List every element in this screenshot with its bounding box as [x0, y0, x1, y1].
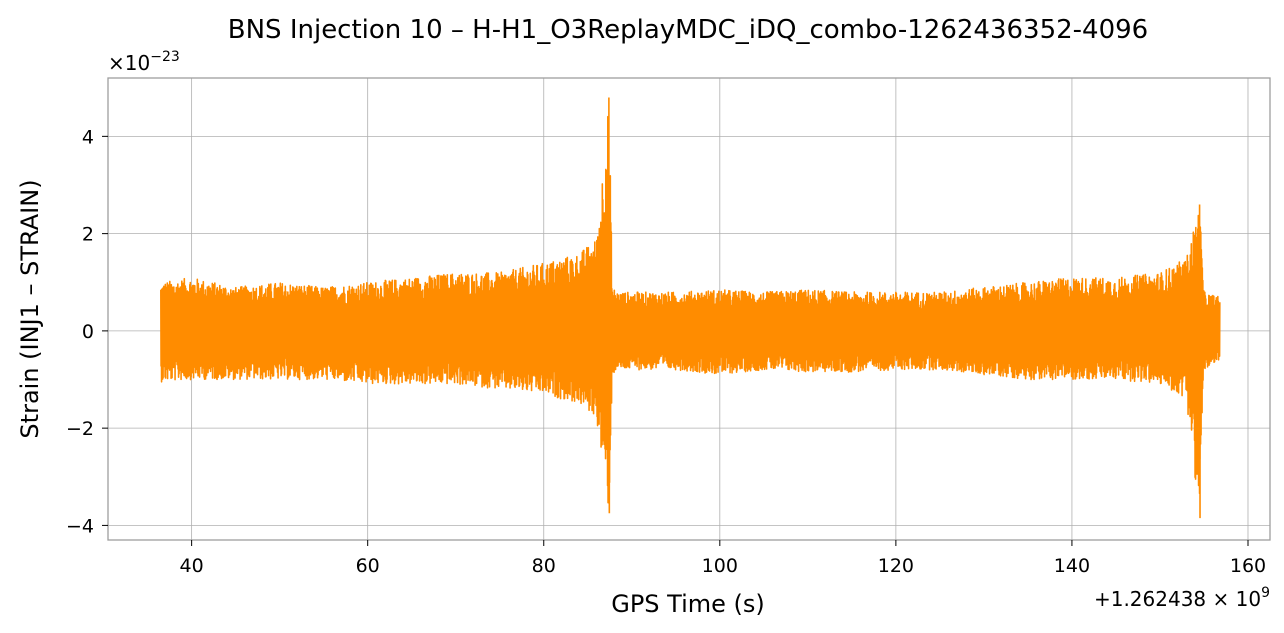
- x-tick-label: 160: [1230, 555, 1266, 577]
- y-tick-label: −2: [66, 418, 94, 440]
- y-tick-label: 4: [82, 126, 94, 148]
- x-axis-ticks: 40 60 80 100 120 140 160: [180, 540, 1266, 577]
- chart-title: BNS Injection 10 – H-H1_O3ReplayMDC_iDQ_…: [228, 15, 1148, 45]
- x-tick-label: 80: [532, 555, 556, 577]
- y-tick-label: 0: [82, 321, 94, 343]
- y-axis-ticks: −4 −2 0 2 4: [66, 126, 108, 537]
- x-tick-label: 60: [356, 555, 380, 577]
- x-offset-label: +1.262438 × 109: [1094, 585, 1270, 611]
- strain-series-line: [160, 97, 1221, 519]
- x-axis-label: GPS Time (s): [611, 590, 765, 618]
- y-tick-label: −4: [66, 515, 94, 537]
- x-tick-label: 140: [1054, 555, 1090, 577]
- x-tick-label: 100: [702, 555, 738, 577]
- y-axis-label: Strain (INJ1 – STRAIN): [16, 179, 44, 438]
- x-tick-label: 120: [878, 555, 914, 577]
- y-tick-label: 2: [82, 224, 94, 246]
- y-multiplier-label: ×10−23: [108, 49, 180, 75]
- axes-frame: [107, 77, 1271, 541]
- plot-area: [160, 97, 1221, 519]
- x-tick-label: 40: [180, 555, 204, 577]
